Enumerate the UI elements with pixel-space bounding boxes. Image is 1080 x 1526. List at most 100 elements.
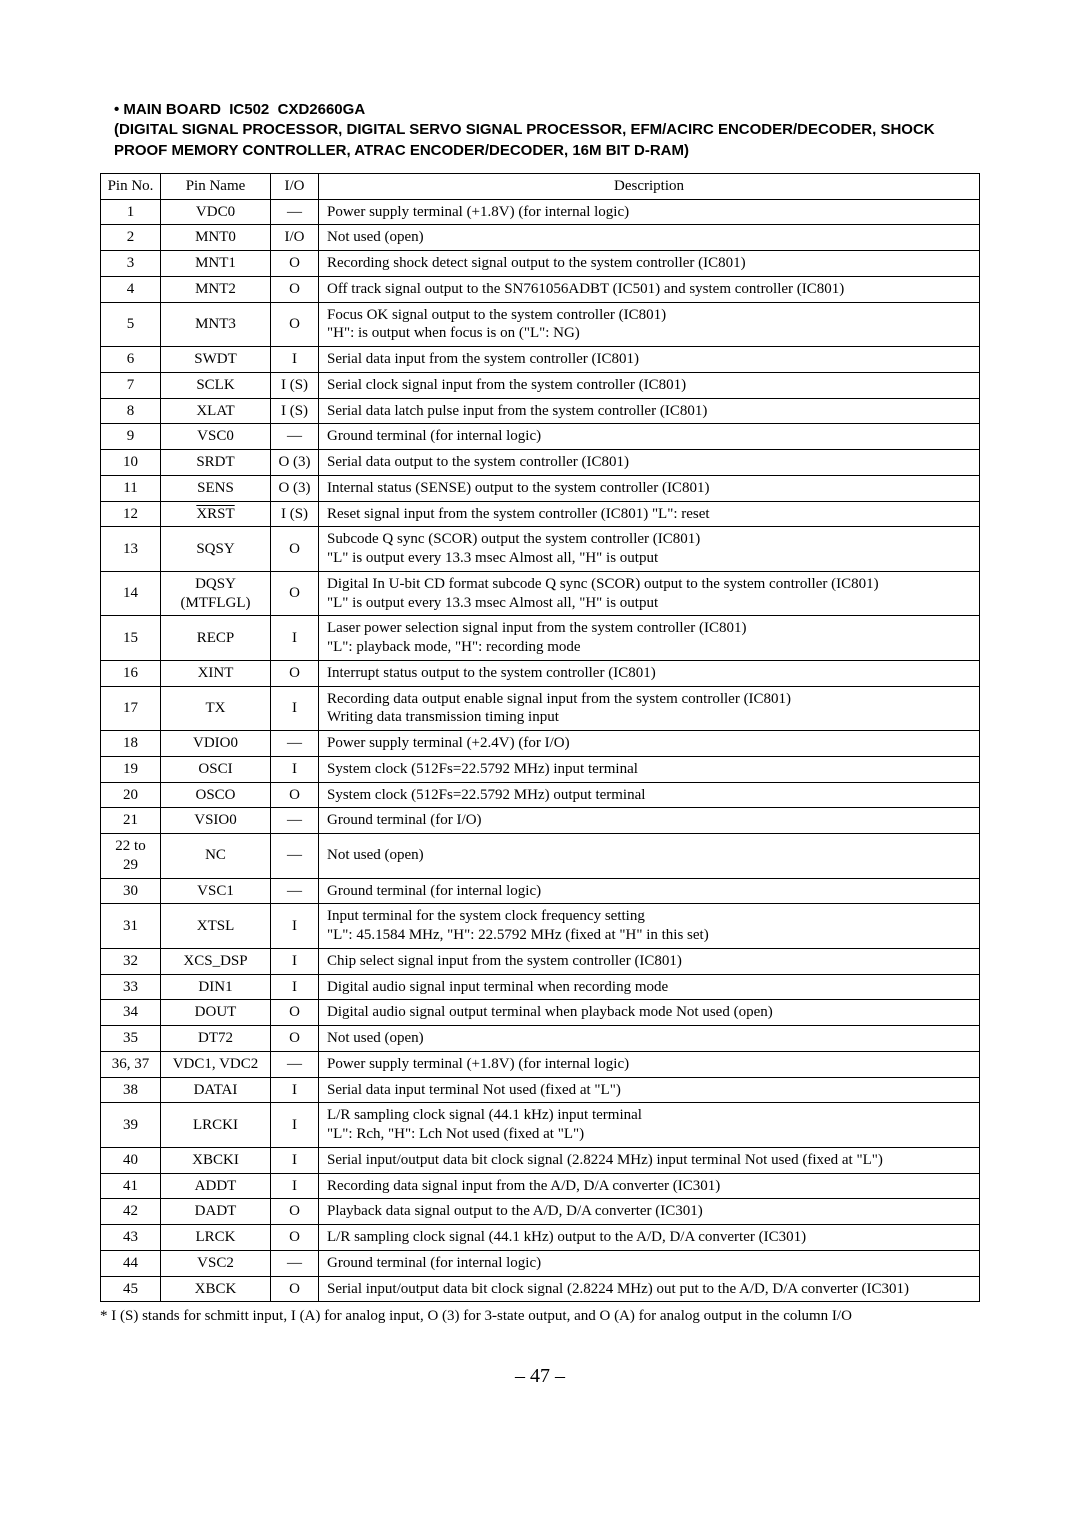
table-row: 31XTSLIInput terminal for the system clo… bbox=[101, 904, 980, 949]
table-row: 38DATAIISerial data input terminal Not u… bbox=[101, 1077, 980, 1103]
cell-pin-no: 32 bbox=[101, 948, 161, 974]
cell-pin-no: 1 bbox=[101, 199, 161, 225]
cell-io: O bbox=[271, 527, 319, 572]
cell-pin-name: OSCI bbox=[161, 756, 271, 782]
cell-description: Not used (open) bbox=[319, 1026, 980, 1052]
cell-pin-no: 16 bbox=[101, 660, 161, 686]
cell-pin-no: 3 bbox=[101, 251, 161, 277]
cell-pin-name: DOUT bbox=[161, 1000, 271, 1026]
table-row: 30VSC1—Ground terminal (for internal log… bbox=[101, 878, 980, 904]
cell-pin-name: SQSY bbox=[161, 527, 271, 572]
table-row: 12XRSTI (S)Reset signal input from the s… bbox=[101, 501, 980, 527]
cell-pin-name: MNT1 bbox=[161, 251, 271, 277]
cell-description: Off track signal output to the SN761056A… bbox=[319, 276, 980, 302]
cell-io: I bbox=[271, 1077, 319, 1103]
cell-description: Chip select signal input from the system… bbox=[319, 948, 980, 974]
table-row: 5MNT3OFocus OK signal output to the syst… bbox=[101, 302, 980, 347]
cell-pin-no: 6 bbox=[101, 347, 161, 373]
cell-pin-no: 12 bbox=[101, 501, 161, 527]
table-row: 13SQSYOSubcode Q sync (SCOR) output the … bbox=[101, 527, 980, 572]
table-row: 10SRDTO (3)Serial data output to the sys… bbox=[101, 450, 980, 476]
cell-description: Not used (open) bbox=[319, 225, 980, 251]
cell-pin-name: TX bbox=[161, 686, 271, 731]
cell-io: O (3) bbox=[271, 450, 319, 476]
cell-pin-name: VSIO0 bbox=[161, 808, 271, 834]
cell-pin-name: VDIO0 bbox=[161, 731, 271, 757]
table-row: 42DADTOPlayback data signal output to th… bbox=[101, 1199, 980, 1225]
cell-io: I bbox=[271, 686, 319, 731]
cell-pin-no: 45 bbox=[101, 1276, 161, 1302]
cell-description: Interrupt status output to the system co… bbox=[319, 660, 980, 686]
cell-pin-name: DADT bbox=[161, 1199, 271, 1225]
cell-description: Ground terminal (for internal logic) bbox=[319, 424, 980, 450]
cell-io: — bbox=[271, 834, 319, 879]
cell-description: Power supply terminal (+1.8V) (for inter… bbox=[319, 1051, 980, 1077]
cell-pin-no: 36, 37 bbox=[101, 1051, 161, 1077]
cell-io: O bbox=[271, 276, 319, 302]
table-row: 11SENSO (3)Internal status (SENSE) outpu… bbox=[101, 475, 980, 501]
cell-pin-name: XBCKI bbox=[161, 1147, 271, 1173]
cell-io: I bbox=[271, 974, 319, 1000]
cell-description: Digital In U-bit CD format subcode Q syn… bbox=[319, 571, 980, 616]
table-row: 40XBCKIISerial input/output data bit clo… bbox=[101, 1147, 980, 1173]
cell-io: — bbox=[271, 878, 319, 904]
cell-io: O bbox=[271, 1026, 319, 1052]
cell-description: Serial clock signal input from the syste… bbox=[319, 372, 980, 398]
cell-pin-no: 17 bbox=[101, 686, 161, 731]
cell-pin-name: SRDT bbox=[161, 450, 271, 476]
table-row: 7SCLKI (S)Serial clock signal input from… bbox=[101, 372, 980, 398]
cell-pin-no: 19 bbox=[101, 756, 161, 782]
cell-pin-no: 14 bbox=[101, 571, 161, 616]
cell-pin-no: 10 bbox=[101, 450, 161, 476]
cell-description: System clock (512Fs=22.5792 MHz) input t… bbox=[319, 756, 980, 782]
cell-io: I bbox=[271, 1147, 319, 1173]
table-row: 36, 37VDC1, VDC2—Power supply terminal (… bbox=[101, 1051, 980, 1077]
cell-pin-no: 43 bbox=[101, 1225, 161, 1251]
cell-pin-no: 34 bbox=[101, 1000, 161, 1026]
cell-pin-name: VDC1, VDC2 bbox=[161, 1051, 271, 1077]
cell-io: O bbox=[271, 571, 319, 616]
table-row: 19OSCIISystem clock (512Fs=22.5792 MHz) … bbox=[101, 756, 980, 782]
cell-pin-name: XINT bbox=[161, 660, 271, 686]
cell-io: — bbox=[271, 1250, 319, 1276]
table-row: 1VDC0—Power supply terminal (+1.8V) (for… bbox=[101, 199, 980, 225]
cell-pin-no: 18 bbox=[101, 731, 161, 757]
table-row: 4MNT2OOff track signal output to the SN7… bbox=[101, 276, 980, 302]
cell-io: O bbox=[271, 251, 319, 277]
cell-io: — bbox=[271, 424, 319, 450]
cell-io: — bbox=[271, 731, 319, 757]
cell-pin-no: 20 bbox=[101, 782, 161, 808]
col-header-pinname: Pin Name bbox=[161, 173, 271, 199]
cell-description: Reset signal input from the system contr… bbox=[319, 501, 980, 527]
cell-pin-no: 42 bbox=[101, 1199, 161, 1225]
table-row: 39LRCKIIL/R sampling clock signal (44.1 … bbox=[101, 1103, 980, 1148]
cell-pin-name: VSC1 bbox=[161, 878, 271, 904]
cell-pin-no: 30 bbox=[101, 878, 161, 904]
cell-io: — bbox=[271, 808, 319, 834]
table-row: 22 to 29NC—Not used (open) bbox=[101, 834, 980, 879]
cell-io: O bbox=[271, 660, 319, 686]
cell-description: Power supply terminal (+1.8V) (for inter… bbox=[319, 199, 980, 225]
heading-line1: • MAIN BOARD IC502 CXD2660GA bbox=[114, 100, 980, 120]
table-row: 34DOUTODigital audio signal output termi… bbox=[101, 1000, 980, 1026]
table-header-row: Pin No. Pin Name I/O Description bbox=[101, 173, 980, 199]
table-row: 15RECPILaser power selection signal inpu… bbox=[101, 616, 980, 661]
table-row: 8XLATI (S)Serial data latch pulse input … bbox=[101, 398, 980, 424]
cell-pin-name: XLAT bbox=[161, 398, 271, 424]
table-row: 35DT72ONot used (open) bbox=[101, 1026, 980, 1052]
col-header-pinno: Pin No. bbox=[101, 173, 161, 199]
table-row: 9VSC0—Ground terminal (for internal logi… bbox=[101, 424, 980, 450]
cell-io: — bbox=[271, 1051, 319, 1077]
cell-pin-name: ADDT bbox=[161, 1173, 271, 1199]
table-row: 14DQSY(MTFLGL)ODigital In U-bit CD forma… bbox=[101, 571, 980, 616]
col-header-desc: Description bbox=[319, 173, 980, 199]
heading: • MAIN BOARD IC502 CXD2660GA (DIGITAL SI… bbox=[100, 100, 980, 161]
cell-description: Recording data signal input from the A/D… bbox=[319, 1173, 980, 1199]
table-row: 3MNT1ORecording shock detect signal outp… bbox=[101, 251, 980, 277]
cell-io: I (S) bbox=[271, 398, 319, 424]
cell-description: Ground terminal (for I/O) bbox=[319, 808, 980, 834]
cell-description: Internal status (SENSE) output to the sy… bbox=[319, 475, 980, 501]
cell-description: Digital audio signal input terminal when… bbox=[319, 974, 980, 1000]
cell-pin-no: 40 bbox=[101, 1147, 161, 1173]
cell-description: Serial input/output data bit clock signa… bbox=[319, 1147, 980, 1173]
